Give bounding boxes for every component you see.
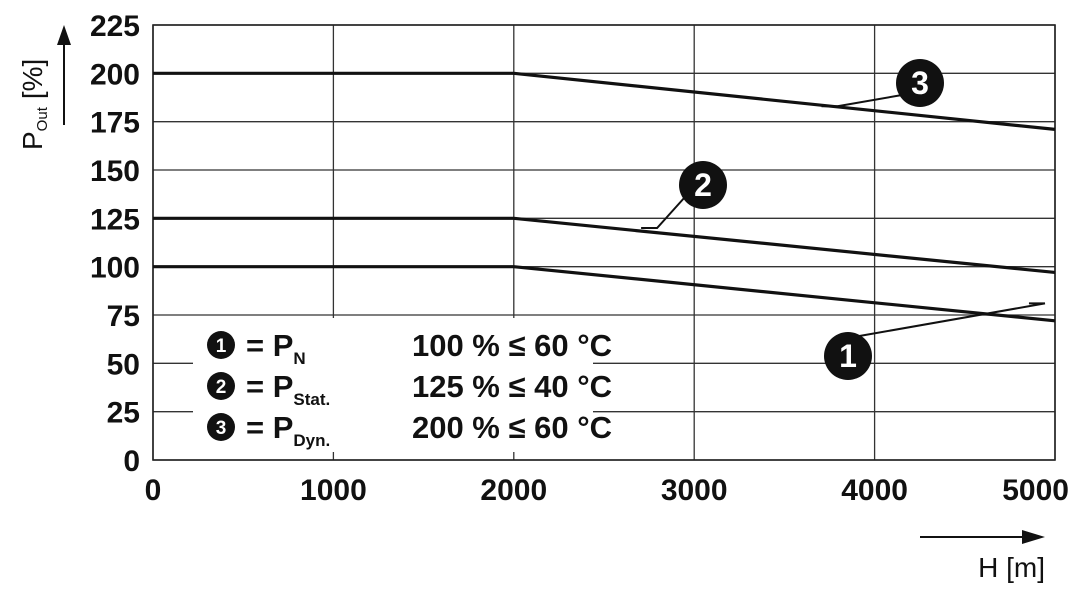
x-tick-label: 2000	[480, 474, 547, 507]
y-tick-label: 75	[107, 300, 140, 333]
legend-marker-label: 2	[216, 377, 227, 398]
y-tick-label: 50	[107, 348, 140, 381]
callout-1: 1	[824, 302, 1046, 380]
y-tick-label: 225	[90, 10, 140, 43]
series-line-2	[153, 216, 1056, 275]
legend-value: 100 % ≤ 60 °C	[412, 328, 612, 363]
legend-box	[193, 318, 593, 452]
legend-marker-label: 3	[216, 418, 227, 439]
y-tick-label: 150	[90, 155, 140, 188]
callout-marker	[824, 332, 872, 380]
callout-leader	[821, 94, 903, 108]
legend-subscript: Dyn.	[293, 431, 330, 450]
y-axis-label: POut[%]	[17, 59, 51, 150]
y-tick-label: 200	[90, 58, 140, 91]
callout-3: 3	[821, 59, 944, 108]
legend: 1 = PN 100 % ≤ 60 °C2 = PStat. 125 % ≤ 40 °C…	[193, 318, 612, 452]
legend-value: 125 % ≤ 40 °C	[412, 369, 612, 404]
legend-marker-2	[207, 372, 235, 400]
y-axis-label-unit: [%]	[17, 59, 48, 99]
x-tick-label: 4000	[841, 474, 908, 507]
legend-value: 200 % ≤ 60 °C	[412, 410, 612, 445]
legend-marker-label: 1	[216, 336, 227, 357]
legend-subscript: N	[293, 349, 305, 368]
y-tick-label: 175	[90, 107, 140, 140]
callout-label: 1	[839, 338, 857, 374]
series-line-1	[153, 265, 1056, 323]
y-axis-arrow-head	[57, 25, 71, 45]
callout-leader	[847, 302, 1046, 339]
x-tick-label: 1000	[300, 474, 367, 507]
legend-subscript: Stat.	[293, 390, 330, 409]
series-callouts: 1 2 3	[641, 59, 1046, 380]
x-tick-label: 3000	[661, 474, 728, 507]
x-axis-label: H [m]	[978, 552, 1045, 583]
callout-leader	[641, 196, 686, 229]
axis-labels: POut[%]H [m]	[17, 25, 1045, 583]
callout-marker	[679, 161, 727, 209]
legend-marker-3	[207, 413, 235, 441]
legend-marker-1	[207, 331, 235, 359]
y-tick-label: 125	[90, 203, 140, 236]
legend-item-3: 3 = PDyn. 200 % ≤ 60 °C	[207, 410, 612, 450]
x-axis-arrow-head	[1022, 530, 1045, 544]
y-tick-label: 100	[90, 252, 140, 285]
x-tick-label: 0	[145, 474, 162, 507]
callout-label: 3	[911, 65, 929, 101]
tick-labels: 0 25 50 75 100 125 150 175 200 225 0 1000 2000 3000 40…	[90, 10, 1069, 507]
callout-label: 2	[694, 167, 712, 203]
x-tick-label: 5000	[1002, 474, 1069, 507]
callout-2: 2	[641, 161, 727, 229]
plot-frame	[152, 24, 1056, 461]
y-tick-label: 0	[123, 445, 140, 478]
y-axis-label-sub: Out	[34, 106, 51, 131]
y-tick-label: 25	[107, 397, 140, 430]
legend-item-2: 2 = PStat. 125 % ≤ 40 °C	[207, 369, 612, 409]
series-lines	[152, 71, 1056, 323]
callout-marker	[896, 59, 944, 107]
y-axis-label-text: POut[%]	[17, 59, 51, 150]
